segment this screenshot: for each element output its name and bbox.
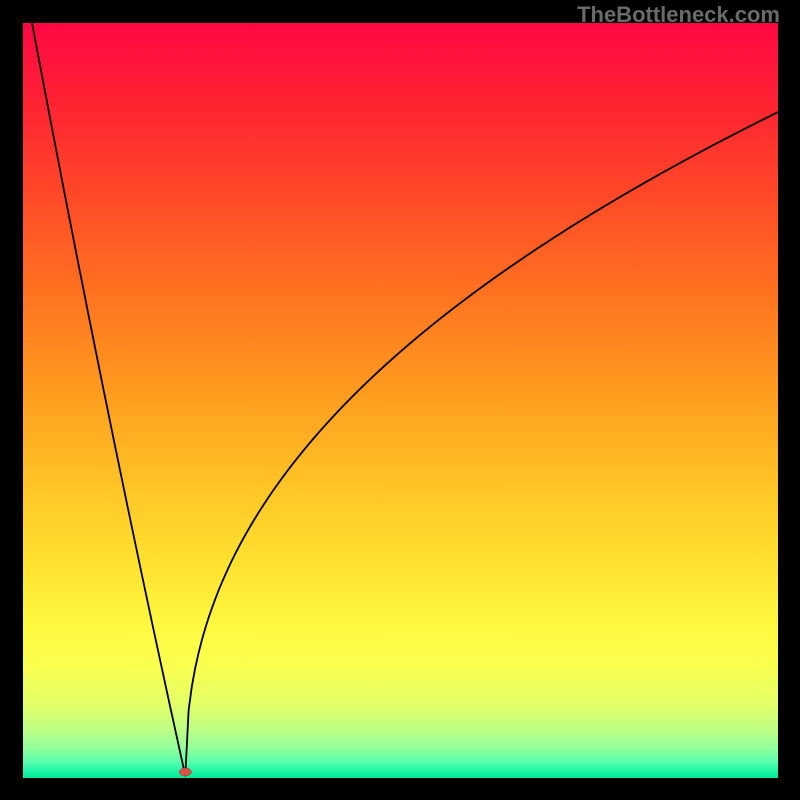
vertex-marker <box>179 768 191 776</box>
gradient-plot <box>23 23 778 778</box>
plot-background <box>23 23 778 778</box>
watermark-text: TheBottleneck.com <box>577 2 780 28</box>
